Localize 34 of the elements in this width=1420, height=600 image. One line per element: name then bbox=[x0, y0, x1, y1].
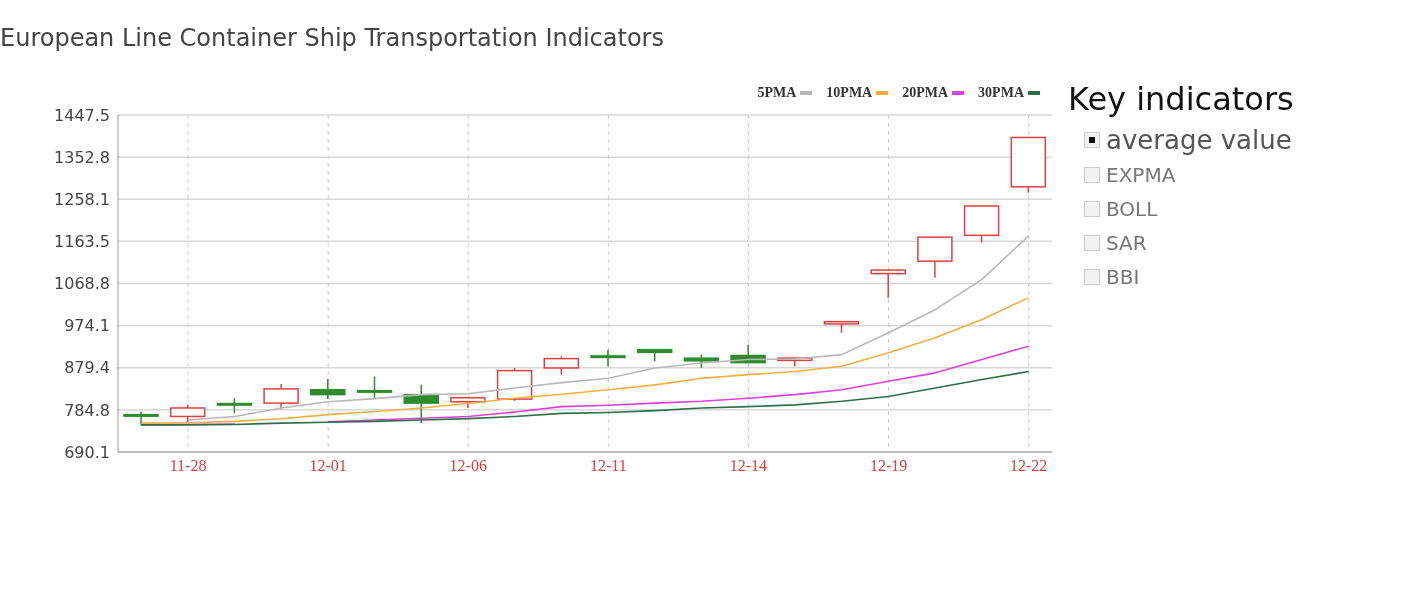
text: average value bbox=[1106, 125, 1292, 155]
y-tick-label: 1258.1 bbox=[54, 189, 110, 209]
legend-label: 30PMA bbox=[978, 85, 1024, 101]
candlestick bbox=[870, 268, 906, 299]
line-series bbox=[140, 370, 1030, 426]
chart-title: European Line Container Ship Transportation Indicators bbox=[0, 24, 664, 52]
y-tick-label: 784.8 bbox=[64, 400, 110, 420]
line-series bbox=[140, 296, 1030, 424]
text: EXPMA bbox=[1106, 163, 1176, 187]
x-tick-label: 12-14 bbox=[729, 457, 768, 475]
x-tick-label: 12-01 bbox=[309, 457, 347, 475]
y-tick-label: 690.1 bbox=[64, 442, 110, 462]
y-tick-label: 974.1 bbox=[64, 316, 110, 336]
y-tick-label: 1163.5 bbox=[54, 232, 110, 252]
legend-label: 20PMA bbox=[902, 85, 949, 101]
x-tick-label: 12-06 bbox=[449, 457, 487, 475]
x-tick-label: 12-11 bbox=[589, 457, 627, 475]
text: BBI bbox=[1106, 265, 1140, 289]
x-tick-label: 12-19 bbox=[869, 457, 908, 475]
candlestick bbox=[356, 375, 393, 399]
text: BOLL bbox=[1106, 197, 1158, 221]
text: Key indicators bbox=[1068, 80, 1295, 118]
y-tick-label: 1068.8 bbox=[54, 274, 110, 294]
line-series bbox=[187, 235, 1030, 421]
candlestick bbox=[310, 378, 346, 400]
legend-label: 5PMA bbox=[757, 85, 797, 101]
y-tick-label: 1447.5 bbox=[54, 105, 110, 125]
candlestick bbox=[590, 348, 626, 368]
x-tick-label: 12-22 bbox=[1009, 457, 1048, 475]
legend-label: 10PMA bbox=[826, 85, 873, 101]
y-tick-label: 1352.8 bbox=[54, 147, 110, 167]
text: SAR bbox=[1106, 231, 1147, 255]
y-tick-label: 879.4 bbox=[64, 358, 110, 378]
x-tick-label: 11-28 bbox=[169, 457, 207, 475]
